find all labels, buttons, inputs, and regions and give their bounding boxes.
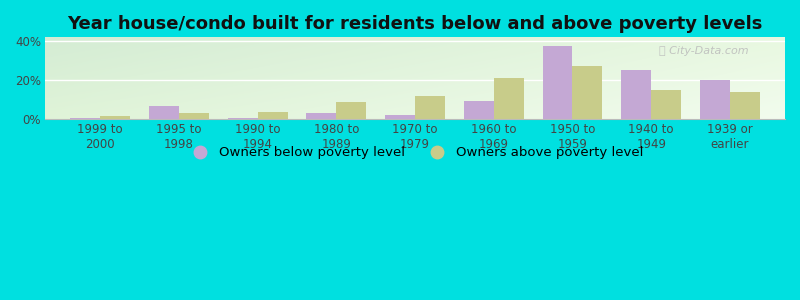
Bar: [179, 113, 209, 118]
Bar: [700, 80, 730, 119]
Bar: [651, 90, 681, 119]
Text: ⓘ City-Data.com: ⓘ City-Data.com: [659, 46, 749, 56]
Bar: [385, 115, 415, 119]
Bar: [464, 101, 494, 118]
Bar: [730, 92, 760, 118]
Bar: [100, 116, 130, 119]
Bar: [70, 118, 100, 119]
Bar: [336, 102, 366, 119]
Bar: [542, 46, 573, 118]
Bar: [573, 66, 602, 118]
Title: Year house/condo built for residents below and above poverty levels: Year house/condo built for residents bel…: [67, 15, 762, 33]
Bar: [415, 96, 445, 118]
Legend: Owners below poverty level, Owners above poverty level: Owners below poverty level, Owners above…: [187, 146, 643, 159]
Bar: [149, 106, 179, 118]
Bar: [306, 113, 336, 118]
Bar: [258, 112, 287, 119]
Bar: [622, 70, 651, 118]
Bar: [494, 78, 524, 118]
